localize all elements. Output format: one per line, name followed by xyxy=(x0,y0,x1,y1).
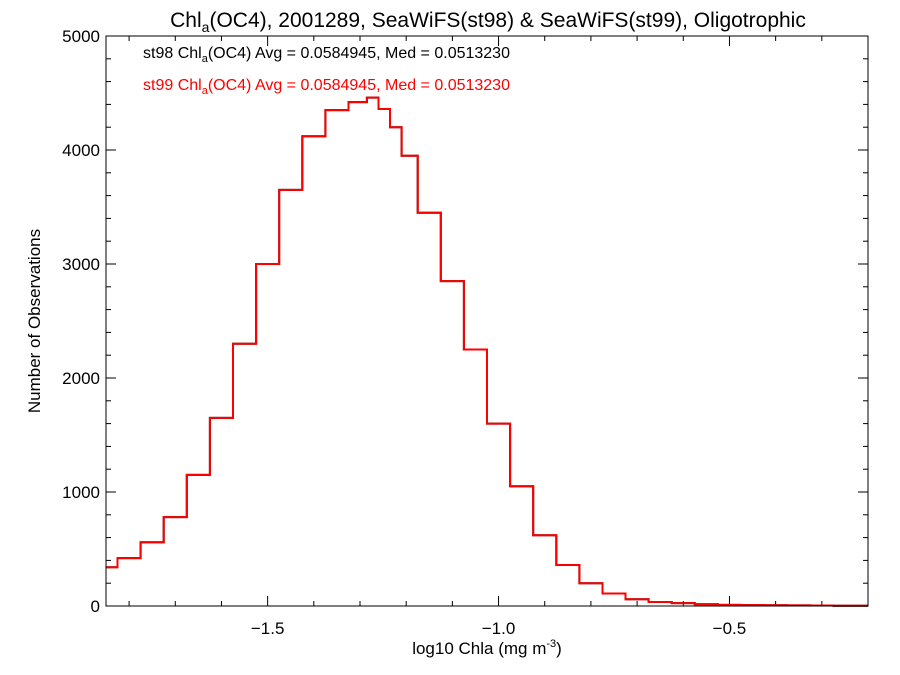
y-tick-label: 3000 xyxy=(62,255,100,274)
x-tick-label: −0.5 xyxy=(713,619,747,638)
x-tick-labels: −1.5 −1.0 −0.5 xyxy=(251,619,746,638)
y-tick-label: 0 xyxy=(91,597,100,616)
x-axis-label: log10 Chla (mg m-3) xyxy=(412,638,562,658)
x-tick-label: −1.0 xyxy=(482,619,516,638)
y-tick-label: 5000 xyxy=(62,27,100,46)
y-tick-labels: 0 1000 2000 3000 4000 5000 xyxy=(62,27,100,616)
y-axis-label: Number of Observations xyxy=(25,229,44,413)
series-line-st99 xyxy=(106,96,868,607)
y-tick-label: 1000 xyxy=(62,483,100,502)
plot-series xyxy=(106,96,868,607)
legend-st98: st98 Chla(OC4) Avg = 0.0584945, Med = 0.… xyxy=(143,45,510,65)
legend-st99: st99 Chla(OC4) Avg = 0.0584945, Med = 0.… xyxy=(143,77,510,97)
axis-ticks xyxy=(106,35,869,607)
x-tick-label: −1.5 xyxy=(251,619,285,638)
chart-title: Chla(OC4), 2001289, SeaWiFS(st98) & SeaW… xyxy=(170,9,806,35)
plot-frame xyxy=(105,35,869,607)
y-tick-label: 4000 xyxy=(62,141,100,160)
y-tick-label: 2000 xyxy=(62,369,100,388)
